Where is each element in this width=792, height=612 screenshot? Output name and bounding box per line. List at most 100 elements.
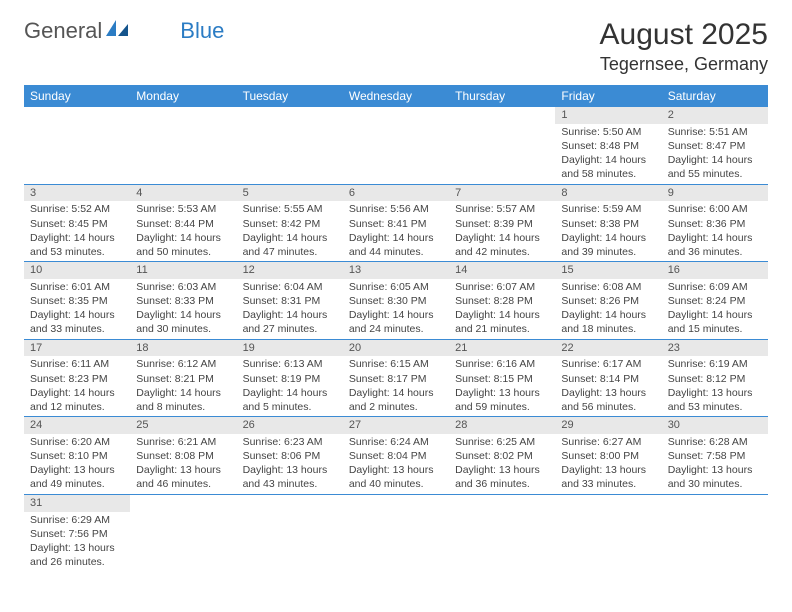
daylight-text: Daylight: 14 hours and 12 minutes. xyxy=(30,386,124,414)
daylight-text: Daylight: 14 hours and 2 minutes. xyxy=(349,386,443,414)
day-number: 17 xyxy=(24,340,130,357)
day-number: 27 xyxy=(343,417,449,434)
sunrise-text: Sunrise: 5:51 AM xyxy=(668,125,762,139)
sunset-text: Sunset: 8:04 PM xyxy=(349,449,443,463)
dayname-wed: Wednesday xyxy=(343,85,449,107)
sunrise-text: Sunrise: 6:08 AM xyxy=(561,280,655,294)
day-number: 10 xyxy=(24,262,130,279)
day-body: Sunrise: 5:59 AMSunset: 8:38 PMDaylight:… xyxy=(555,201,661,261)
day-number xyxy=(343,107,449,109)
day-number xyxy=(662,495,768,497)
calendar-cell: 27Sunrise: 6:24 AMSunset: 8:04 PMDayligh… xyxy=(343,417,449,495)
sunrise-text: Sunrise: 5:57 AM xyxy=(455,202,549,216)
day-body: Sunrise: 5:57 AMSunset: 8:39 PMDaylight:… xyxy=(449,201,555,261)
calendar-cell xyxy=(130,107,236,184)
calendar-cell: 24Sunrise: 6:20 AMSunset: 8:10 PMDayligh… xyxy=(24,417,130,495)
sunrise-text: Sunrise: 6:12 AM xyxy=(136,357,230,371)
daylight-text: Daylight: 13 hours and 53 minutes. xyxy=(668,386,762,414)
daylight-text: Daylight: 14 hours and 42 minutes. xyxy=(455,231,549,259)
brand-text-2: Blue xyxy=(180,18,224,44)
calendar-cell: 28Sunrise: 6:25 AMSunset: 8:02 PMDayligh… xyxy=(449,417,555,495)
dayname-row: Sunday Monday Tuesday Wednesday Thursday… xyxy=(24,85,768,107)
sunset-text: Sunset: 8:00 PM xyxy=(561,449,655,463)
daylight-text: Daylight: 14 hours and 53 minutes. xyxy=(30,231,124,259)
day-number xyxy=(449,107,555,109)
calendar-cell: 3Sunrise: 5:52 AMSunset: 8:45 PMDaylight… xyxy=(24,184,130,262)
sunset-text: Sunset: 8:36 PM xyxy=(668,217,762,231)
sunrise-text: Sunrise: 6:05 AM xyxy=(349,280,443,294)
sunset-text: Sunset: 8:38 PM xyxy=(561,217,655,231)
sunrise-text: Sunrise: 6:09 AM xyxy=(668,280,762,294)
calendar-cell: 22Sunrise: 6:17 AMSunset: 8:14 PMDayligh… xyxy=(555,339,661,417)
calendar-week: 17Sunrise: 6:11 AMSunset: 8:23 PMDayligh… xyxy=(24,339,768,417)
sail-icon xyxy=(104,18,132,44)
day-body: Sunrise: 5:52 AMSunset: 8:45 PMDaylight:… xyxy=(24,201,130,261)
calendar-cell: 15Sunrise: 6:08 AMSunset: 8:26 PMDayligh… xyxy=(555,262,661,340)
day-number xyxy=(343,495,449,497)
sunrise-text: Sunrise: 6:15 AM xyxy=(349,357,443,371)
sunset-text: Sunset: 8:02 PM xyxy=(455,449,549,463)
sunset-text: Sunset: 8:30 PM xyxy=(349,294,443,308)
calendar-cell: 2Sunrise: 5:51 AMSunset: 8:47 PMDaylight… xyxy=(662,107,768,184)
day-body: Sunrise: 6:03 AMSunset: 8:33 PMDaylight:… xyxy=(130,279,236,339)
sunset-text: Sunset: 7:58 PM xyxy=(668,449,762,463)
sunrise-text: Sunrise: 6:20 AM xyxy=(30,435,124,449)
day-body: Sunrise: 6:17 AMSunset: 8:14 PMDaylight:… xyxy=(555,356,661,416)
day-body: Sunrise: 6:27 AMSunset: 8:00 PMDaylight:… xyxy=(555,434,661,494)
day-number xyxy=(237,107,343,109)
daylight-text: Daylight: 13 hours and 43 minutes. xyxy=(243,463,337,491)
calendar-cell: 9Sunrise: 6:00 AMSunset: 8:36 PMDaylight… xyxy=(662,184,768,262)
calendar-cell: 17Sunrise: 6:11 AMSunset: 8:23 PMDayligh… xyxy=(24,339,130,417)
day-body: Sunrise: 6:09 AMSunset: 8:24 PMDaylight:… xyxy=(662,279,768,339)
daylight-text: Daylight: 13 hours and 30 minutes. xyxy=(668,463,762,491)
day-number: 14 xyxy=(449,262,555,279)
sunset-text: Sunset: 8:19 PM xyxy=(243,372,337,386)
sunrise-text: Sunrise: 6:11 AM xyxy=(30,357,124,371)
sunrise-text: Sunrise: 6:00 AM xyxy=(668,202,762,216)
sunrise-text: Sunrise: 5:55 AM xyxy=(243,202,337,216)
day-body: Sunrise: 6:01 AMSunset: 8:35 PMDaylight:… xyxy=(24,279,130,339)
calendar-cell: 29Sunrise: 6:27 AMSunset: 8:00 PMDayligh… xyxy=(555,417,661,495)
daylight-text: Daylight: 14 hours and 44 minutes. xyxy=(349,231,443,259)
day-body: Sunrise: 6:07 AMSunset: 8:28 PMDaylight:… xyxy=(449,279,555,339)
day-body: Sunrise: 5:55 AMSunset: 8:42 PMDaylight:… xyxy=(237,201,343,261)
daylight-text: Daylight: 13 hours and 56 minutes. xyxy=(561,386,655,414)
calendar-week: 3Sunrise: 5:52 AMSunset: 8:45 PMDaylight… xyxy=(24,184,768,262)
sunset-text: Sunset: 8:08 PM xyxy=(136,449,230,463)
calendar-cell xyxy=(343,107,449,184)
daylight-text: Daylight: 14 hours and 39 minutes. xyxy=(561,231,655,259)
daylight-text: Daylight: 14 hours and 58 minutes. xyxy=(561,153,655,181)
sunset-text: Sunset: 8:14 PM xyxy=(561,372,655,386)
sunrise-text: Sunrise: 6:07 AM xyxy=(455,280,549,294)
calendar-week: 24Sunrise: 6:20 AMSunset: 8:10 PMDayligh… xyxy=(24,417,768,495)
day-number: 19 xyxy=(237,340,343,357)
day-body: Sunrise: 6:11 AMSunset: 8:23 PMDaylight:… xyxy=(24,356,130,416)
day-number: 29 xyxy=(555,417,661,434)
calendar-week: 1Sunrise: 5:50 AMSunset: 8:48 PMDaylight… xyxy=(24,107,768,184)
calendar-cell xyxy=(237,494,343,571)
daylight-text: Daylight: 14 hours and 21 minutes. xyxy=(455,308,549,336)
dayname-mon: Monday xyxy=(130,85,236,107)
sunset-text: Sunset: 8:31 PM xyxy=(243,294,337,308)
sunset-text: Sunset: 8:24 PM xyxy=(668,294,762,308)
day-body: Sunrise: 5:53 AMSunset: 8:44 PMDaylight:… xyxy=(130,201,236,261)
day-number xyxy=(555,495,661,497)
calendar-week: 31Sunrise: 6:29 AMSunset: 7:56 PMDayligh… xyxy=(24,494,768,571)
day-number: 23 xyxy=(662,340,768,357)
day-number: 8 xyxy=(555,185,661,202)
location-label: Tegernsee, Germany xyxy=(600,54,768,75)
daylight-text: Daylight: 13 hours and 46 minutes. xyxy=(136,463,230,491)
daylight-text: Daylight: 13 hours and 36 minutes. xyxy=(455,463,549,491)
sunset-text: Sunset: 8:47 PM xyxy=(668,139,762,153)
day-body: Sunrise: 6:25 AMSunset: 8:02 PMDaylight:… xyxy=(449,434,555,494)
calendar-cell: 5Sunrise: 5:55 AMSunset: 8:42 PMDaylight… xyxy=(237,184,343,262)
sunrise-text: Sunrise: 6:04 AM xyxy=(243,280,337,294)
day-body: Sunrise: 6:29 AMSunset: 7:56 PMDaylight:… xyxy=(24,512,130,572)
brand-logo: General Blue xyxy=(24,18,224,44)
day-number xyxy=(449,495,555,497)
daylight-text: Daylight: 14 hours and 27 minutes. xyxy=(243,308,337,336)
sunset-text: Sunset: 8:35 PM xyxy=(30,294,124,308)
day-number: 11 xyxy=(130,262,236,279)
calendar-cell: 4Sunrise: 5:53 AMSunset: 8:44 PMDaylight… xyxy=(130,184,236,262)
calendar-cell: 21Sunrise: 6:16 AMSunset: 8:15 PMDayligh… xyxy=(449,339,555,417)
